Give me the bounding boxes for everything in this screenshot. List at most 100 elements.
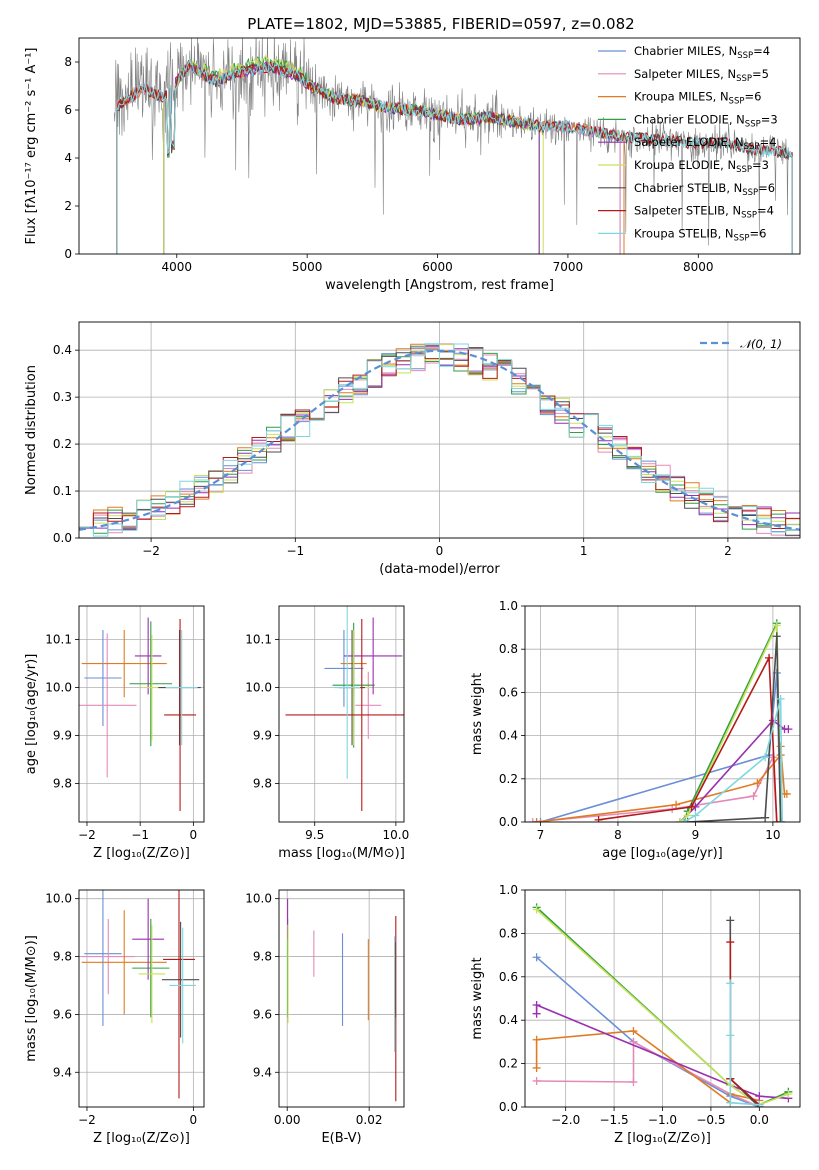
axes-frame [78, 321, 801, 539]
plus-marker [532, 1076, 541, 1085]
x-tick-label: 0 [190, 828, 198, 842]
legend-suffix: =4 [760, 135, 777, 149]
errorbar-chabrier-miles [84, 630, 122, 726]
legend-label: Chabrier MILES, N [634, 44, 737, 58]
y-tick-label: 1.0 [499, 883, 518, 897]
legend-subscript: SSP [745, 119, 761, 129]
plus-marker [776, 818, 785, 822]
plot-area [528, 619, 793, 822]
series-kroupa-stelib [679, 694, 787, 822]
x-tick-label: 1 [580, 544, 588, 558]
y-tick-label: 9.8 [253, 777, 272, 791]
y-tick-label: 4 [64, 151, 72, 165]
plus-marker [726, 938, 735, 947]
x-tick-label: 0.0 [750, 1113, 769, 1127]
legend-subscript: SSP [742, 188, 758, 198]
plus-marker [532, 818, 541, 822]
y-tick-label: 8 [64, 55, 72, 69]
axes-frame [278, 889, 405, 1108]
y-tick-label: 10.0 [245, 681, 272, 695]
legend-label: Kroupa MILES, N [634, 90, 729, 104]
legend-suffix: =4 [757, 204, 774, 218]
plus-marker [749, 792, 758, 801]
errorbar-salpeter-stelib [164, 618, 197, 811]
plus-marker [765, 653, 774, 662]
panel-mass-vs-Z: −2 0 9.4 9.6 9.8 10.0 Z [log₁₀(Z/Z⊙)] mass [log… [24, 889, 205, 1146]
x-tick-label: 9.5 [305, 828, 324, 842]
errorbar-salpeter-stelib [163, 890, 195, 1099]
legend-entry-kroupa-elodie: Kroupa ELODIE, NSSP=3 [634, 158, 769, 175]
legend-label: Salpeter ELODIE, N [634, 135, 744, 149]
plus-marker [672, 800, 681, 809]
axes-frame [78, 37, 801, 255]
plus-marker [532, 905, 541, 914]
y-tick-label: 9.6 [53, 1007, 72, 1021]
legend-subscript: SSP [736, 74, 752, 84]
legend-entry-kroupa-stelib: Kroupa STELIB, NSSP=6 [634, 226, 766, 243]
y-tick-label: 9.4 [253, 1065, 272, 1079]
errorbar-salpeter-elodie [132, 898, 165, 980]
y-axis-label: mass weight [470, 957, 485, 1039]
legend-subscript: SSP [736, 165, 752, 175]
y-tick-label: 0.6 [499, 685, 518, 699]
y-tick-label: 0.1 [53, 484, 72, 498]
legend-suffix: =6 [749, 226, 766, 240]
plus-marker [532, 1001, 541, 1010]
errorbar-kroupa-stelib [334, 606, 361, 779]
legend-suffix: =6 [758, 181, 775, 195]
x-axis-label: E(B-V) [321, 1131, 361, 1146]
plus-marker [755, 1092, 764, 1101]
errorbar-salpeter-miles [355, 671, 382, 739]
plus-marker [784, 1089, 793, 1098]
x-tick-label: −1 [131, 828, 149, 842]
legend-entry-salpeter-elodie: Salpeter ELODIE, NSSP=4 [634, 135, 777, 152]
y-tick-label: 0.0 [499, 815, 518, 829]
plus-marker [675, 818, 684, 822]
plot-area [79, 617, 201, 811]
y-axis-label: mass weight [470, 673, 485, 755]
y-tick-label: 9.9 [253, 729, 272, 743]
y-tick-label: 0.4 [53, 343, 72, 357]
x-tick-label: 7 [537, 828, 545, 842]
x-tick-label: −1 [286, 544, 304, 558]
legend-label: Salpeter MILES, N [634, 67, 736, 81]
y-tick-label: 0.8 [499, 642, 518, 656]
x-tick-label: 2 [724, 544, 732, 558]
plus-marker [772, 818, 781, 822]
x-tick-label: −2 [142, 544, 160, 558]
plus-marker [755, 1100, 764, 1107]
legend-label: Kroupa ELODIE, N [634, 158, 736, 172]
x-tick-label: 8 [614, 828, 622, 842]
series-chabrier-stelib [683, 632, 785, 822]
y-tick-label: 0.4 [499, 1013, 518, 1027]
plus-marker [726, 1031, 735, 1040]
legend-suffix: =6 [744, 90, 761, 104]
y-tick-label: 9.9 [53, 729, 72, 743]
errorbar-salpeter-miles [81, 918, 135, 995]
figure-title: PLATE=1802, MJD=53885, FIBERID=0597, z=0… [247, 15, 634, 33]
y-tick-label: 10.0 [245, 892, 272, 906]
y-tick-label: 1.0 [499, 599, 518, 613]
plus-marker [761, 813, 770, 822]
legend-suffix: =3 [761, 112, 778, 126]
x-tick-label: −1.5 [600, 1113, 629, 1127]
errorbar-chabrier-elodie [132, 918, 170, 1018]
series-salpeter-stelib [594, 653, 781, 822]
x-axis-label: Z [log₁₀(Z/Z⊙)] [93, 1131, 190, 1146]
y-tick-label: 0.4 [499, 729, 518, 743]
plus-marker [532, 1063, 541, 1072]
y-tick-label: 0.3 [53, 390, 72, 404]
legend-label: Kroupa STELIB, N [634, 226, 734, 240]
axes-frame [78, 605, 205, 823]
gaussian-curve [79, 349, 800, 531]
x-tick-label: 7000 [553, 260, 584, 274]
legend-label: Chabrier ELODIE, N [634, 112, 745, 126]
errorbar-kroupa-stelib [169, 927, 197, 1044]
x-tick-label: 0.00 [274, 1113, 301, 1127]
legend: 𝒩(0, 1) [700, 337, 782, 351]
legend-label: Salpeter STELIB, N [634, 204, 741, 218]
x-tick-label: 0 [190, 1113, 198, 1127]
y-tick-label: 6 [64, 103, 72, 117]
series-line [536, 956, 760, 1107]
